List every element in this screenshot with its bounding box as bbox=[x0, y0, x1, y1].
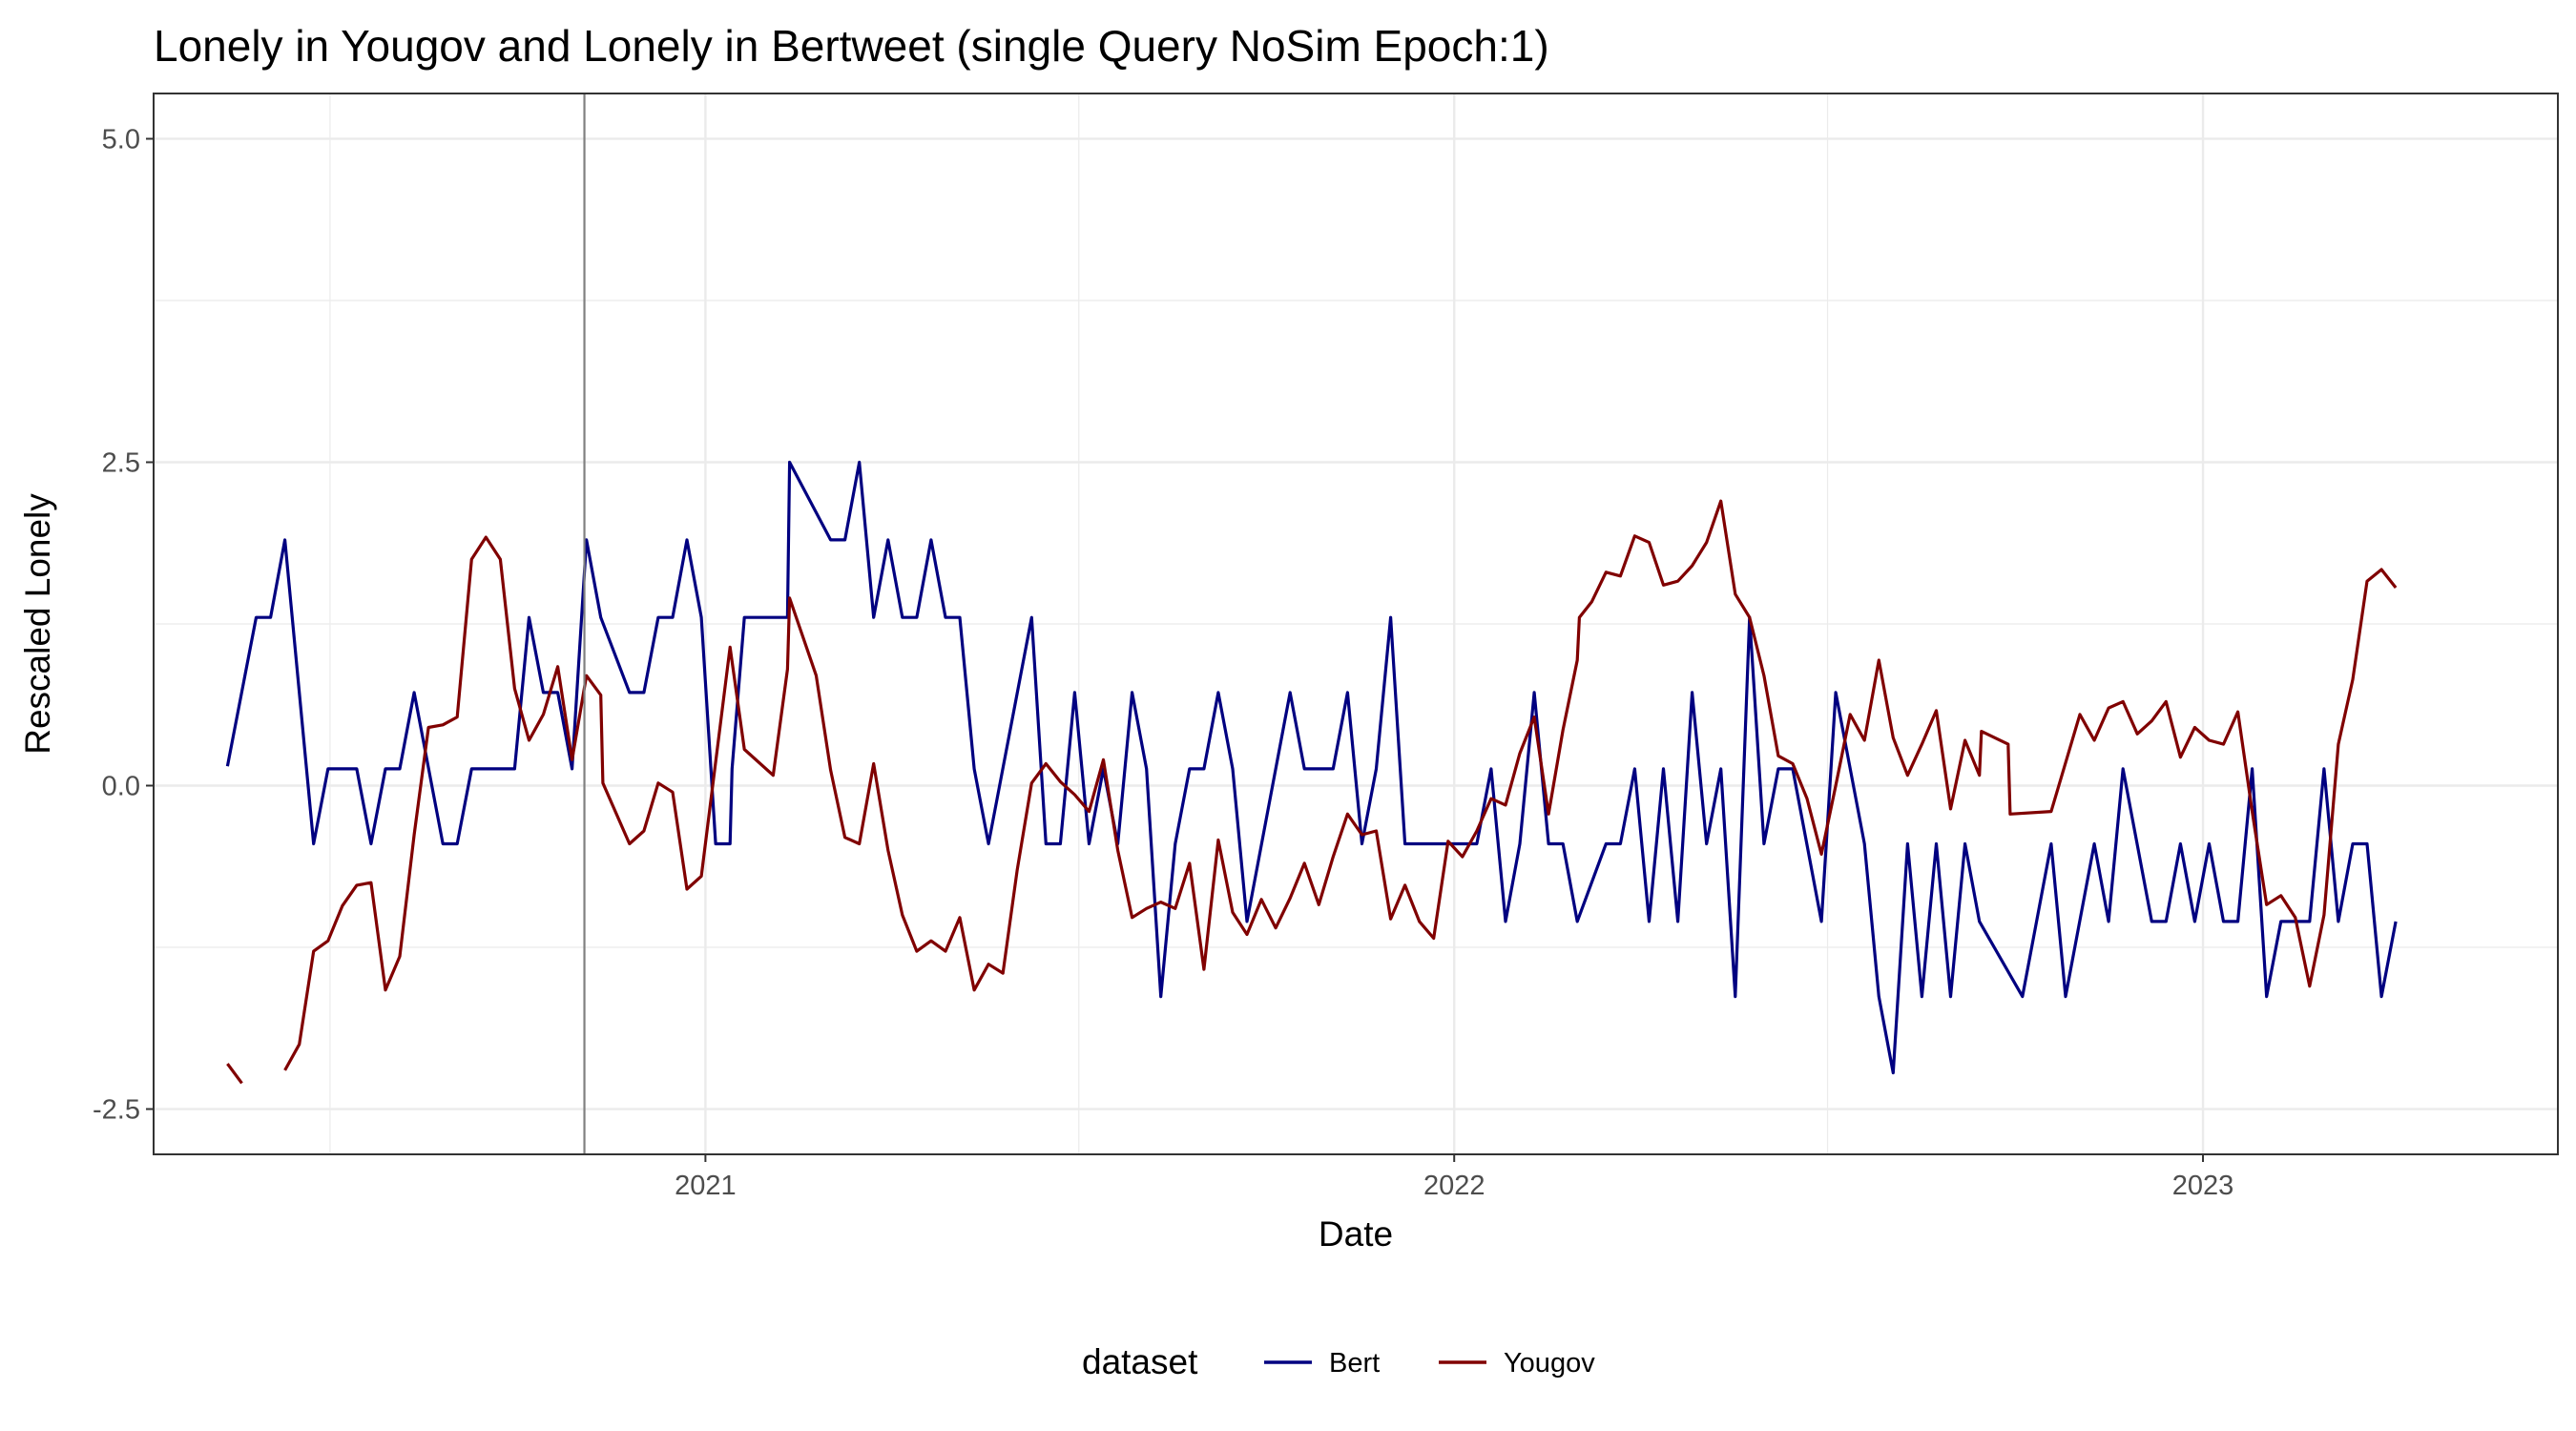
y-tick-label: 0.0 bbox=[102, 772, 140, 802]
y-axis-title: Rescaled Lonely bbox=[18, 493, 57, 755]
x-axis: 2021 2022 2023 bbox=[675, 1154, 2233, 1201]
x-axis-title: Date bbox=[1319, 1214, 1393, 1254]
legend: dataset Bert Yougov bbox=[1082, 1342, 1595, 1381]
x-tick-label: 2023 bbox=[2172, 1171, 2234, 1201]
legend-label-bert: Bert bbox=[1329, 1348, 1380, 1379]
y-tick-label: 5.0 bbox=[102, 124, 140, 155]
y-tick-label: -2.5 bbox=[93, 1095, 140, 1126]
minor-gridlines bbox=[154, 93, 2558, 1154]
legend-label-yougov: Yougov bbox=[1504, 1348, 1595, 1379]
yougov-series-line bbox=[283, 499, 2398, 1071]
x-tick-label: 2021 bbox=[675, 1171, 737, 1201]
yougov-series-line bbox=[226, 1063, 243, 1085]
y-axis: 5.0 2.5 0.0 -2.5 bbox=[93, 124, 154, 1126]
plot-panel bbox=[153, 93, 2559, 1155]
series-layer bbox=[225, 460, 2398, 1085]
chart-title: Lonely in Yougov and Lonely in Bertweet … bbox=[154, 21, 1549, 71]
bert-series-line bbox=[225, 460, 2398, 1075]
legend-title: dataset bbox=[1082, 1342, 1198, 1381]
y-tick-label: 2.5 bbox=[102, 447, 140, 478]
x-tick-label: 2022 bbox=[1423, 1171, 1485, 1201]
